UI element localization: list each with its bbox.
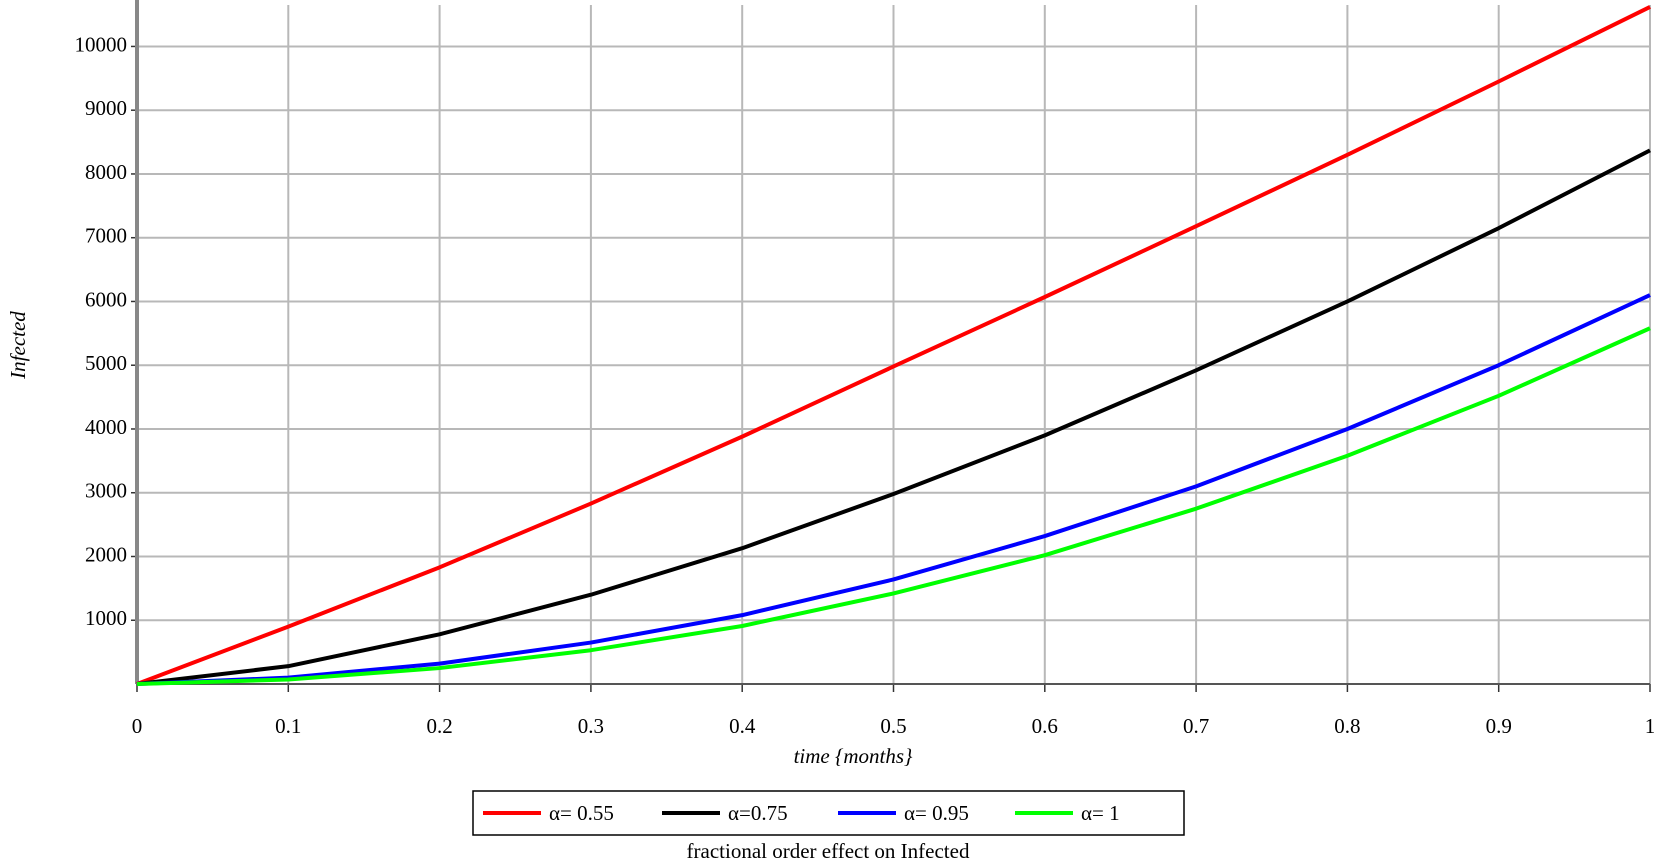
x-tick-label: 0.3: [578, 714, 604, 738]
x-tick-label: 0.4: [729, 714, 756, 738]
y-tick-label: 4000: [85, 415, 127, 439]
caption: fractional order effect on Infected: [687, 839, 970, 863]
y-tick-label: 6000: [85, 287, 127, 311]
y-tick-label: 7000: [85, 224, 127, 248]
legend-label: α= 1: [1081, 801, 1120, 825]
x-tick-label: 0.5: [880, 714, 906, 738]
series-line: [136, 326, 1651, 686]
y-axis-label: Infected: [6, 311, 30, 380]
x-tick-label: 0.2: [426, 714, 452, 738]
x-tick-label: 0.9: [1486, 714, 1512, 738]
x-tick-label: 0.1: [275, 714, 301, 738]
legend-label: α= 0.55: [549, 801, 614, 825]
y-tick-label: 5000: [85, 351, 127, 375]
x-tick-label: 0.7: [1183, 714, 1209, 738]
series-line: [136, 293, 1651, 686]
x-axis-label: time {months}: [794, 744, 913, 768]
y-tick-label: 8000: [85, 160, 127, 184]
y-tick-label: 9000: [85, 96, 127, 120]
x-tick-label: 0.6: [1032, 714, 1058, 738]
x-tick-label: 0.8: [1334, 714, 1360, 738]
y-tick-label: 2000: [85, 542, 127, 566]
legend-label: α= 0.95: [904, 801, 969, 825]
x-tick-label: 1: [1645, 714, 1656, 738]
series-line: [136, 5, 1651, 686]
y-tick-label: 10000: [75, 32, 128, 56]
series-line: [136, 148, 1651, 686]
x-tick-label: 0: [132, 714, 143, 738]
y-tick-label: 3000: [85, 479, 127, 503]
y-tick-label: 1000: [85, 606, 127, 630]
legend-label: α=0.75: [728, 801, 788, 825]
